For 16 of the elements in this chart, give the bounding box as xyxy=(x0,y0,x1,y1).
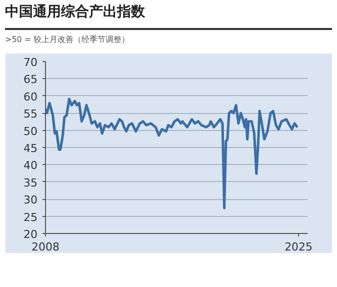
y-tick-label: 60 xyxy=(24,90,38,104)
line-series xyxy=(46,98,299,210)
x-tick-label: 2008 xyxy=(32,240,60,254)
y-tick-label: 20 xyxy=(24,228,38,242)
y-tick-label: 45 xyxy=(24,142,38,156)
chart-title: 中国通用综合产出指数 xyxy=(5,3,145,22)
y-tick-label: 25 xyxy=(24,211,38,224)
y-tick-label: 35 xyxy=(24,176,38,190)
x-tick-label: 2025 xyxy=(284,240,313,254)
y-tick-label: 40 xyxy=(24,160,38,173)
chart-subtitle: >50 = 较上月改善（经季节调整） xyxy=(5,34,130,46)
y-tick-label: 65 xyxy=(24,74,38,87)
y-tick-label: 55 xyxy=(24,108,38,122)
y-tick-label: 30 xyxy=(24,194,38,208)
y-tick-label: 70 xyxy=(24,56,38,70)
y-tick-label: 50 xyxy=(24,125,38,138)
